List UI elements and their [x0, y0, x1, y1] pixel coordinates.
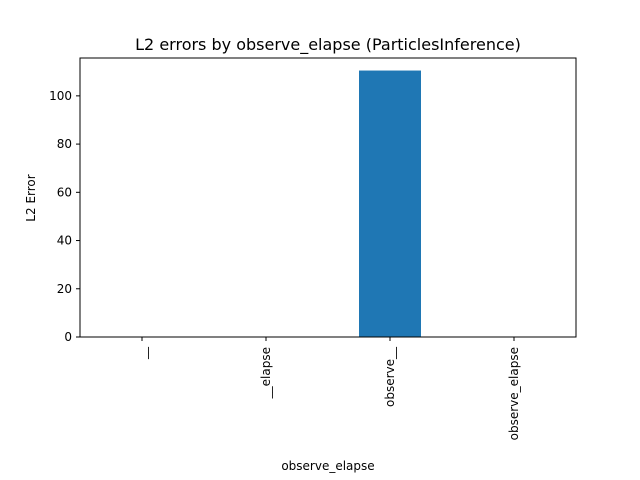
x-tick-label: observe__ — [383, 346, 397, 407]
y-tick-label: 20 — [57, 282, 72, 296]
x-tick-label: __elapse — [259, 347, 273, 399]
y-tick-label: 60 — [57, 185, 72, 199]
chart-title: L2 errors by observe_elapse (ParticlesIn… — [135, 35, 521, 55]
bars-group — [359, 70, 421, 337]
x-axis: __ __elapse observe__ observe_elapse — [135, 337, 521, 440]
y-axis: 0 20 40 60 80 100 — [49, 89, 80, 344]
y-axis-label: L2 Error — [24, 174, 38, 221]
x-tick-label: observe_elapse — [507, 347, 521, 440]
y-tick-label: 0 — [64, 330, 72, 344]
x-tick-label: __ — [135, 346, 149, 360]
y-tick-label: 100 — [49, 89, 72, 103]
bar — [359, 70, 421, 337]
y-tick-label: 40 — [57, 234, 72, 248]
plot-frame — [79, 57, 577, 338]
x-axis-label: observe_elapse — [281, 459, 374, 473]
y-tick-label: 80 — [57, 137, 72, 151]
